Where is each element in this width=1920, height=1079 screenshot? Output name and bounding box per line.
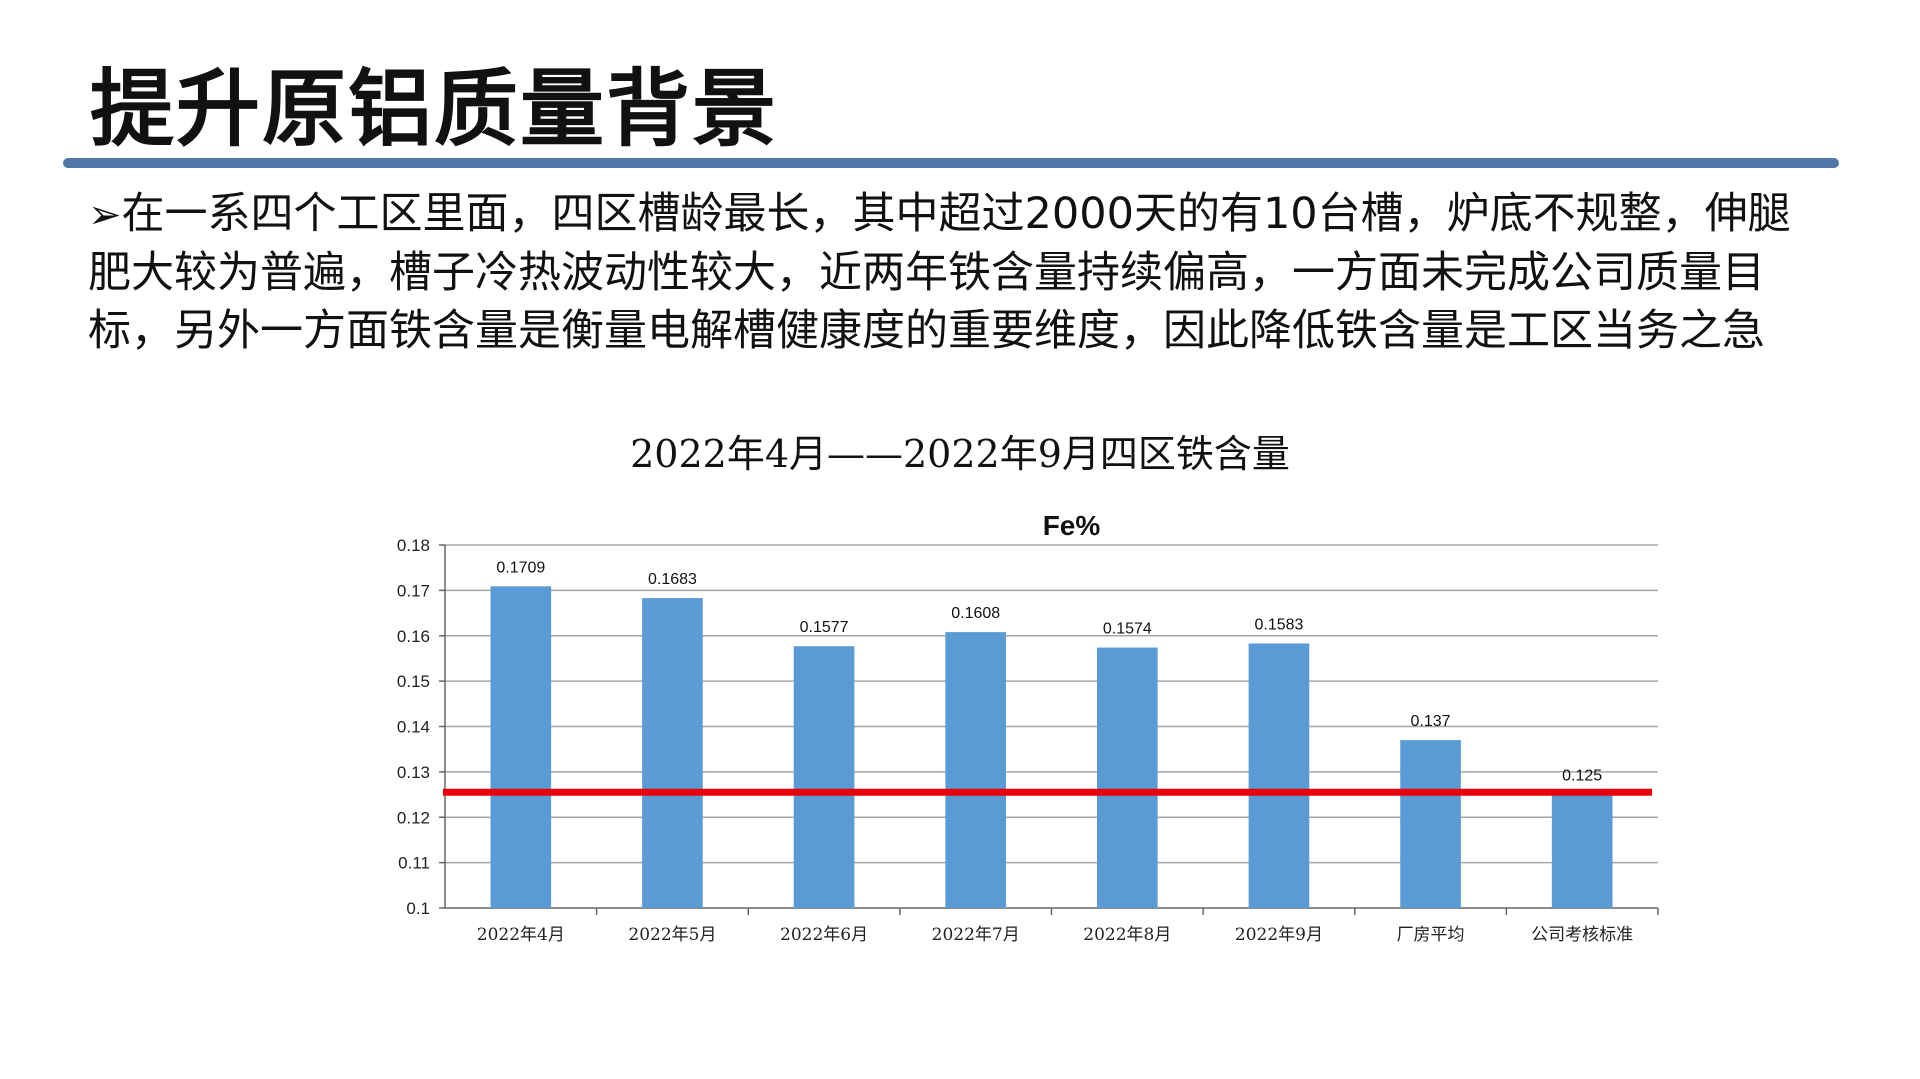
y-tick-label: 0.11	[398, 854, 430, 873]
y-tick-label: 0.15	[397, 672, 430, 691]
y-tick-label: 0.18	[397, 536, 430, 555]
x-tick-label: 2022年4月	[477, 925, 565, 945]
slide-title: 提升原铝质量背景	[90, 60, 779, 158]
bar	[945, 632, 1007, 908]
bar	[1400, 740, 1461, 908]
data-label: 0.125	[1562, 768, 1602, 785]
data-label: 0.1683	[648, 571, 697, 588]
y-tick-label: 0.12	[397, 808, 430, 827]
data-label: 0.1577	[800, 619, 849, 636]
bar	[490, 586, 552, 908]
bar	[642, 598, 703, 908]
chart-title: Fe%	[1043, 510, 1101, 541]
title-underline	[63, 158, 1839, 168]
data-label: 0.1583	[1254, 616, 1303, 633]
chart-caption: 2022年4月——2022年9月四区铁含量	[630, 432, 1290, 476]
x-tick-label: 2022年8月	[1083, 925, 1171, 945]
x-tick-label: 2022年6月	[780, 925, 868, 945]
x-tick-label: 2022年7月	[932, 925, 1020, 945]
arrow-bullet-icon: ➢	[88, 192, 122, 238]
x-tick-label: 厂房平均	[1397, 925, 1465, 945]
data-label: 0.1709	[496, 559, 545, 576]
y-tick-label: 0.13	[397, 763, 430, 782]
y-tick-label: 0.17	[397, 581, 430, 600]
bullet-text: 在一系四个工区里面，四区槽龄最长，其中超过2000天的有10台槽，炉底不规整，伸…	[88, 189, 1791, 356]
bar	[793, 646, 855, 908]
x-tick-label: 公司考核标准	[1531, 925, 1633, 945]
y-tick-label: 0.14	[397, 718, 430, 737]
y-tick-label: 0.1	[406, 899, 430, 918]
bar	[1551, 794, 1613, 908]
x-tick-label: 2022年5月	[628, 925, 716, 945]
x-tick-label: 2022年9月	[1235, 925, 1323, 945]
bar	[1248, 643, 1310, 908]
data-label: 0.1574	[1103, 621, 1152, 638]
bar	[1096, 647, 1158, 908]
data-label: 0.1608	[951, 605, 1000, 622]
data-label: 0.137	[1411, 713, 1451, 730]
bullet-paragraph: ➢在一系四个工区里面，四区槽龄最长，其中超过2000天的有10台槽，炉底不规整，…	[88, 185, 1808, 360]
y-tick-label: 0.16	[397, 627, 430, 646]
